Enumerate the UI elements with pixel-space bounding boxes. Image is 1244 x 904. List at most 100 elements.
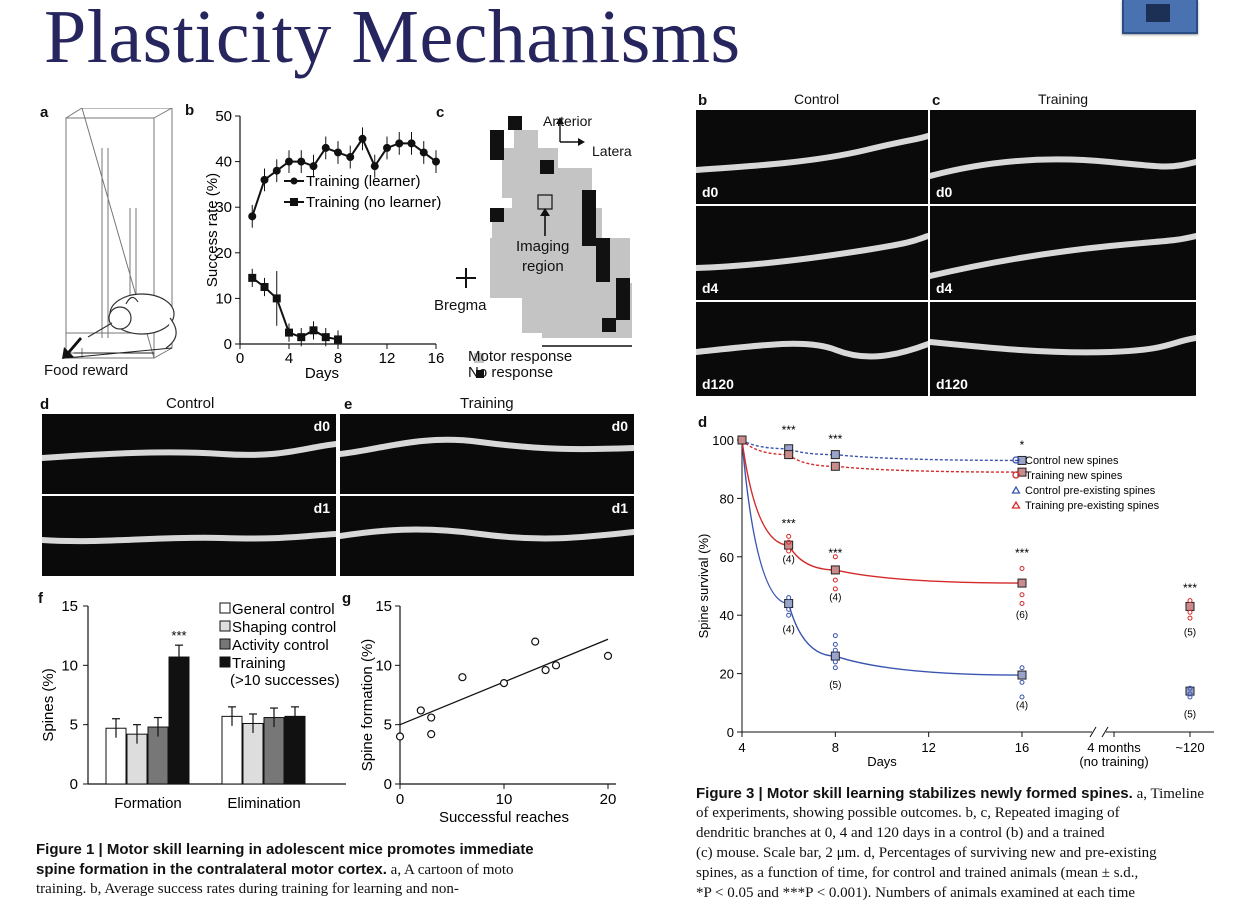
figure3-caption-line6: *P < 0.05 and ***P < 0.001). Numbers of … — [696, 885, 1136, 901]
data-point — [1017, 455, 1027, 465]
x-axis-label: Days — [305, 365, 339, 382]
y-axis-label: Spines (%) — [40, 668, 57, 741]
individual-point — [1187, 685, 1193, 691]
individual-point — [1187, 598, 1193, 604]
legend-label: Control pre-existing spines — [1025, 485, 1156, 497]
figure3-caption-line2: of experiments, showing possible outcome… — [696, 805, 1120, 821]
legend-label: Control new spines — [1025, 455, 1119, 467]
spine-formation-scatter: 0 5 10 15 0 10 20 Successful reaches Spine forma… — [359, 598, 616, 826]
individual-point — [832, 633, 838, 639]
data-point — [830, 565, 840, 575]
individual-point — [786, 612, 792, 618]
legend-swatch — [219, 602, 231, 614]
axis-break — [1089, 726, 1097, 738]
individual-point — [1019, 565, 1025, 571]
data-point — [285, 157, 293, 166]
data-point — [830, 651, 840, 661]
y-tick-label: 15 — [375, 598, 392, 615]
data-point — [395, 732, 405, 741]
imaging-label: Imaging — [516, 238, 570, 255]
legend-label: Activity control — [232, 637, 329, 654]
y-tick-label: 10 — [375, 657, 392, 674]
individual-point — [1187, 615, 1193, 621]
x-tick-label: 10 — [496, 791, 513, 808]
series-line-2 — [741, 439, 1023, 462]
y-tick-label: 5 — [384, 717, 392, 734]
data-point — [334, 335, 342, 344]
significance-label: *** — [828, 546, 842, 560]
y-tick-label: 80 — [720, 491, 734, 506]
series-line-0 — [741, 439, 1023, 676]
slide-corner-icon — [1122, 0, 1198, 34]
tag-d0: d0 — [702, 184, 719, 200]
tag-d1: d1 — [313, 500, 330, 516]
panel-b-label: b — [185, 102, 195, 119]
micrograph-training-d1: d1 — [340, 496, 634, 576]
x-tick-label: 4 — [285, 350, 293, 367]
n-label: (5) — [1184, 709, 1196, 720]
panel-a-label: a — [40, 104, 49, 121]
data-point — [531, 637, 540, 646]
data-point — [321, 333, 330, 342]
significance-label: *** — [1015, 546, 1029, 560]
micrograph-control-d0: d0 — [696, 110, 928, 204]
data-point — [784, 540, 794, 550]
tag-d1: d1 — [611, 500, 628, 516]
panel-d-title: Control — [166, 395, 215, 412]
no-response-legend: No response — [468, 364, 554, 381]
legend-swatch — [219, 638, 231, 650]
y-tick-label: 0 — [224, 336, 232, 353]
legend-swatch — [219, 620, 231, 632]
data-point — [260, 283, 269, 291]
micrograph-control-d1: d1 — [42, 496, 336, 576]
data-point — [830, 461, 840, 471]
spines-bar-chart: 0 5 10 15 Spines (%) Formation Elimination *** G… — [40, 598, 346, 812]
n-label: (6) — [1016, 610, 1028, 621]
individual-point — [832, 577, 838, 583]
individual-point — [832, 665, 838, 671]
legend-label: Training — [232, 655, 286, 672]
data-point — [248, 212, 257, 221]
lateral-label: Latera — [592, 143, 632, 159]
x-tick-label: 8 — [832, 740, 839, 755]
y-tick-label: 0 — [70, 776, 78, 793]
legend-label: Shaping control — [232, 619, 336, 636]
individual-point — [786, 606, 792, 612]
significance-label: *** — [782, 517, 796, 531]
series-line-0 — [251, 136, 437, 217]
y-tick-label: 15 — [61, 598, 78, 615]
data-point — [309, 326, 318, 335]
bar — [168, 656, 190, 785]
panel-c-label: c — [932, 92, 941, 109]
x-tick-label: 12 — [921, 740, 935, 755]
data-point — [383, 143, 391, 152]
data-point — [432, 157, 440, 166]
y-tick-label: 20 — [720, 667, 734, 682]
individual-point — [1187, 694, 1193, 700]
y-tick-label: 0 — [727, 725, 734, 740]
micrograph-training-d0: d0 — [340, 414, 634, 494]
figure3: b Control c Training d0 d4 d120 d0 d4 d1… — [684, 78, 1232, 904]
panel-b-label: b — [698, 92, 708, 109]
legend-label: Training pre-existing spines — [1025, 500, 1160, 512]
figure3-caption-line4: (c) mouse. Scale bar, 2 μm. d, Percentag… — [696, 845, 1157, 861]
significance-label: *** — [782, 424, 796, 437]
x-tick-label: 16 — [1015, 740, 1029, 755]
figure1-caption-line2: spine formation in the contralateral mot… — [36, 861, 514, 878]
data-point — [458, 673, 467, 682]
y-axis-label: Spine formation (%) — [359, 639, 376, 772]
panel-e-label: e — [344, 396, 353, 413]
data-point — [1185, 601, 1195, 611]
data-point — [737, 435, 747, 445]
anterior-label: Anterior — [543, 113, 593, 129]
y-tick-label: 0 — [384, 776, 392, 793]
bregma-label: Bregma — [434, 297, 487, 314]
slide-title: Plasticity Mechanisms — [44, 0, 741, 79]
data-point — [416, 706, 425, 715]
motor-response-legend: Motor response — [468, 348, 573, 365]
imaging-region-map — [456, 116, 632, 378]
data-point — [499, 679, 509, 688]
micrograph-control-d0: d0 — [42, 414, 336, 494]
data-point — [297, 333, 306, 342]
individual-point — [1187, 609, 1193, 615]
